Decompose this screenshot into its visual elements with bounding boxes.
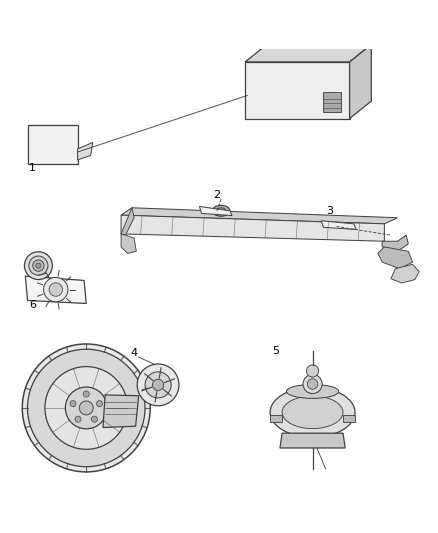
Circle shape xyxy=(28,349,145,467)
Circle shape xyxy=(92,416,98,422)
Text: 5: 5 xyxy=(272,346,279,356)
Polygon shape xyxy=(103,395,139,427)
Polygon shape xyxy=(350,45,371,118)
Ellipse shape xyxy=(282,396,343,429)
Bar xyxy=(323,92,341,112)
Bar xyxy=(343,415,355,422)
Circle shape xyxy=(75,416,81,422)
Circle shape xyxy=(79,401,93,415)
Polygon shape xyxy=(121,208,397,224)
Bar xyxy=(270,415,282,422)
Polygon shape xyxy=(121,208,134,235)
Polygon shape xyxy=(378,247,413,269)
Circle shape xyxy=(33,260,44,271)
Ellipse shape xyxy=(212,205,230,216)
Polygon shape xyxy=(199,206,232,215)
Polygon shape xyxy=(245,45,371,62)
Polygon shape xyxy=(321,221,356,230)
Polygon shape xyxy=(25,276,86,303)
Bar xyxy=(28,125,78,164)
Polygon shape xyxy=(382,235,408,251)
Circle shape xyxy=(307,365,319,377)
Polygon shape xyxy=(245,62,350,118)
Polygon shape xyxy=(78,142,93,160)
Polygon shape xyxy=(121,215,385,241)
Polygon shape xyxy=(311,38,325,45)
Circle shape xyxy=(152,379,164,391)
Circle shape xyxy=(49,283,63,296)
Text: 4: 4 xyxy=(131,348,138,358)
Circle shape xyxy=(307,379,318,389)
Circle shape xyxy=(22,344,150,472)
Text: 3: 3 xyxy=(326,206,333,215)
Polygon shape xyxy=(121,234,136,254)
Circle shape xyxy=(137,364,179,406)
Circle shape xyxy=(145,372,171,398)
Circle shape xyxy=(96,401,102,407)
Circle shape xyxy=(44,277,68,302)
Circle shape xyxy=(303,375,322,393)
Ellipse shape xyxy=(216,208,226,214)
Circle shape xyxy=(65,387,107,429)
Polygon shape xyxy=(280,37,293,45)
Text: 2: 2 xyxy=(213,190,220,200)
Ellipse shape xyxy=(270,387,355,437)
Circle shape xyxy=(36,263,41,268)
Circle shape xyxy=(25,252,52,279)
Polygon shape xyxy=(391,264,419,283)
Polygon shape xyxy=(280,433,345,448)
Ellipse shape xyxy=(286,384,339,398)
Circle shape xyxy=(45,367,127,449)
Text: 6: 6 xyxy=(30,300,37,310)
Circle shape xyxy=(29,256,48,275)
Circle shape xyxy=(83,391,89,397)
Circle shape xyxy=(70,401,76,407)
Text: 1: 1 xyxy=(28,163,35,173)
